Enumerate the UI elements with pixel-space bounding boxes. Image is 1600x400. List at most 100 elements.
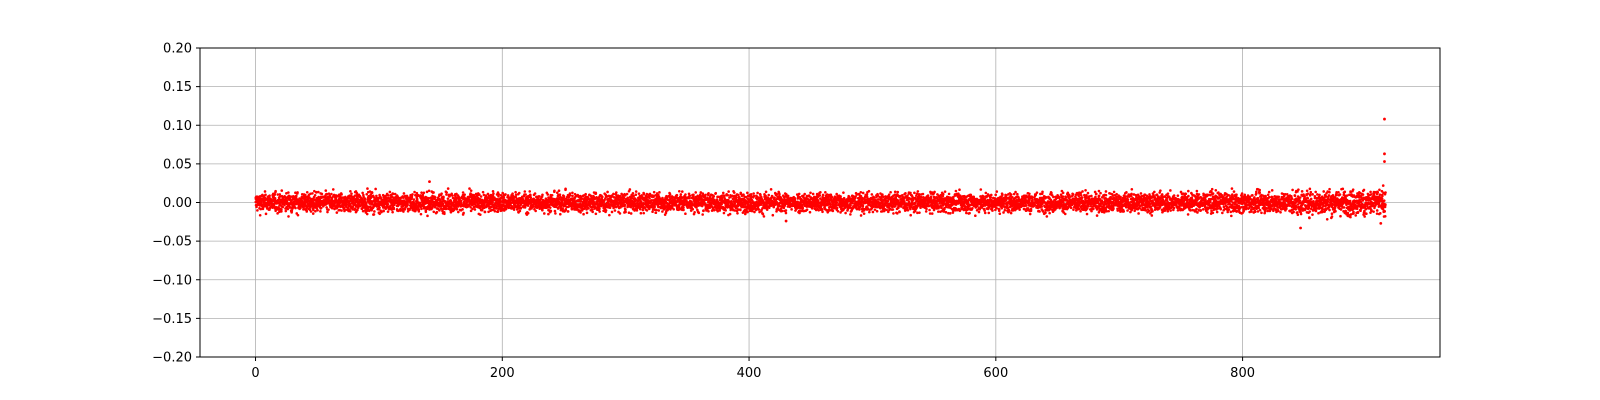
data-point bbox=[331, 188, 335, 191]
data-point bbox=[835, 206, 839, 210]
data-point bbox=[601, 195, 604, 199]
data-point bbox=[479, 195, 483, 198]
data-point bbox=[811, 192, 815, 196]
data-point bbox=[634, 190, 638, 193]
data-point bbox=[391, 192, 395, 196]
data-point bbox=[712, 208, 716, 212]
data-point bbox=[284, 209, 288, 213]
data-point bbox=[655, 208, 658, 212]
data-point bbox=[373, 210, 376, 213]
data-point bbox=[704, 193, 707, 197]
data-point bbox=[361, 209, 365, 213]
data-point bbox=[377, 204, 381, 207]
data-point bbox=[684, 212, 687, 216]
data-point bbox=[782, 206, 786, 210]
data-point bbox=[918, 211, 921, 214]
data-point bbox=[913, 191, 916, 195]
data-point bbox=[721, 191, 725, 195]
data-point bbox=[558, 193, 562, 196]
data-point bbox=[842, 191, 845, 194]
data-point bbox=[756, 191, 759, 195]
data-point bbox=[941, 192, 945, 196]
data-point bbox=[672, 208, 675, 211]
data-point bbox=[849, 213, 852, 216]
data-point bbox=[362, 195, 365, 199]
data-point bbox=[623, 203, 627, 207]
data-point bbox=[427, 189, 431, 193]
data-point bbox=[366, 187, 369, 190]
data-point bbox=[896, 190, 900, 194]
data-point bbox=[380, 210, 383, 214]
data-point bbox=[749, 193, 753, 196]
data-point bbox=[305, 190, 309, 194]
data-point bbox=[893, 190, 897, 194]
data-point bbox=[285, 192, 288, 195]
data-point bbox=[929, 197, 933, 200]
data-point bbox=[691, 207, 695, 211]
data-point bbox=[511, 192, 514, 195]
data-point bbox=[365, 212, 369, 216]
data-point bbox=[861, 191, 865, 195]
data-point bbox=[752, 192, 755, 195]
data-point bbox=[867, 189, 871, 193]
data-point bbox=[624, 208, 627, 211]
data-point bbox=[273, 193, 277, 196]
data-point bbox=[821, 193, 825, 197]
data-point bbox=[727, 190, 730, 193]
data-point bbox=[264, 212, 268, 216]
data-point bbox=[314, 209, 317, 213]
data-point bbox=[287, 215, 290, 218]
data-point bbox=[287, 191, 290, 194]
data-point bbox=[724, 209, 727, 212]
data-point bbox=[968, 211, 971, 215]
data-point bbox=[496, 210, 500, 214]
data-point bbox=[432, 191, 435, 194]
data-point bbox=[757, 208, 761, 211]
data-point bbox=[930, 212, 934, 215]
data-point bbox=[548, 206, 552, 209]
data-point bbox=[411, 193, 414, 196]
data-point bbox=[419, 212, 423, 216]
data-point bbox=[361, 191, 364, 195]
data-point bbox=[327, 208, 330, 211]
data-point bbox=[697, 211, 701, 215]
data-point bbox=[688, 194, 691, 197]
data-point bbox=[752, 194, 756, 198]
data-point bbox=[610, 210, 614, 214]
data-point bbox=[634, 193, 638, 197]
data-point bbox=[420, 191, 423, 194]
data-point bbox=[311, 192, 314, 195]
data-point bbox=[255, 205, 258, 209]
data-point bbox=[919, 195, 923, 199]
data-point bbox=[330, 192, 333, 196]
data-point bbox=[859, 190, 863, 194]
data-point bbox=[316, 208, 319, 212]
data-point bbox=[904, 192, 907, 195]
data-point bbox=[420, 207, 423, 211]
data-point bbox=[928, 208, 931, 212]
data-point bbox=[438, 209, 441, 212]
data-point bbox=[661, 210, 664, 213]
data-point bbox=[524, 193, 527, 196]
data-point bbox=[821, 208, 824, 211]
data-point bbox=[326, 210, 329, 214]
data-point bbox=[624, 210, 627, 214]
data-point bbox=[778, 192, 781, 196]
data-point bbox=[451, 194, 454, 197]
data-point bbox=[384, 207, 388, 211]
data-point bbox=[415, 191, 419, 195]
data-point bbox=[291, 194, 295, 198]
data-point bbox=[712, 195, 716, 198]
data-point bbox=[313, 193, 317, 197]
data-point bbox=[391, 210, 394, 214]
data-point bbox=[566, 210, 570, 213]
data-point bbox=[771, 213, 775, 217]
data-point bbox=[557, 189, 561, 192]
data-point bbox=[585, 211, 589, 215]
data-point bbox=[784, 209, 788, 212]
data-point bbox=[594, 192, 598, 195]
data-point bbox=[266, 200, 270, 203]
data-point bbox=[462, 211, 465, 215]
data-point bbox=[803, 192, 806, 196]
data-point bbox=[386, 203, 390, 206]
